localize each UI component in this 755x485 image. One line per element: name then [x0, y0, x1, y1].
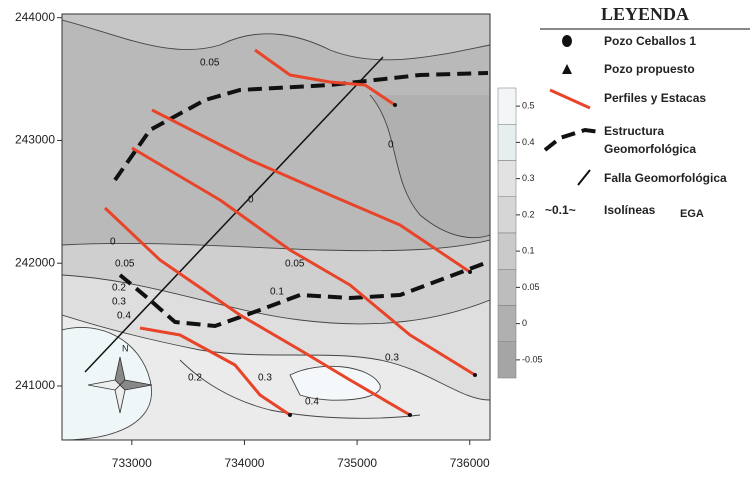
legend-text: EGA [680, 208, 704, 220]
map-frame [61, 13, 491, 441]
colorbar-swatch [497, 341, 517, 379]
contour-label: 0.05 [285, 259, 305, 270]
structure-line [118, 260, 489, 329]
y-tick-label: 243000 [15, 133, 55, 147]
x-tick-label: 735000 [337, 456, 377, 470]
legend-text: Estructura [604, 124, 664, 138]
legend-text: Perfiles y Estacas [604, 91, 706, 105]
colorbar-label: 0.2 [522, 209, 535, 219]
contour-line [62, 274, 490, 325]
contour-line [179, 359, 421, 419]
profile-line [139, 326, 291, 417]
legend-text: Pozo propuesto [604, 62, 695, 76]
profile-line [151, 108, 471, 274]
well-dot [468, 270, 472, 274]
contour-label: 0.05 [115, 259, 135, 270]
contour-label: 0.05 [200, 58, 220, 69]
contour-label: 0.3 [258, 373, 272, 384]
colorbar-label: -0.05 [522, 354, 543, 364]
legend-symbol [562, 64, 572, 74]
north-arrow: N [87, 343, 153, 414]
colorbar-label: 0 [522, 318, 527, 328]
contour-line [62, 314, 490, 401]
structure-line [113, 71, 489, 182]
colorbar-label: 0.4 [522, 137, 535, 147]
y-tick-label: 242000 [15, 255, 55, 269]
contour-label: 0.2 [188, 373, 202, 384]
contour-label: 0 [388, 140, 394, 151]
north-label: N [122, 343, 129, 353]
x-tick-label: 734000 [224, 456, 264, 470]
legend-text: Pozo Ceballos 1 [604, 34, 696, 48]
contour-line [62, 19, 490, 61]
zone-fill [62, 315, 490, 440]
zone-fill [370, 95, 490, 238]
x-tick-label: 736000 [450, 456, 490, 470]
fault-line [84, 56, 384, 373]
colorbar-swatch [497, 305, 517, 342]
profile-line [254, 48, 396, 107]
legend-text: Isolíneas [604, 203, 656, 217]
legend-text: Geomorfológica [604, 142, 696, 156]
y-tick-label: 244000 [15, 10, 55, 24]
legend: LEYENDA Pozo Ceballos 1 Pozo propuesto P… [540, 4, 750, 220]
legend-text: Falla Geomorfológica [604, 171, 727, 185]
zone-fill [290, 366, 381, 401]
colorbar-label: 0.05 [522, 282, 540, 292]
legend-symbol [549, 88, 591, 110]
contour-label: 0.4 [117, 311, 131, 322]
colorbar-swatch [497, 160, 517, 197]
legend-symbol [543, 127, 601, 152]
legend-title: LEYENDA [601, 4, 689, 24]
contour-line [62, 239, 490, 252]
contour-label: 0.2 [112, 283, 126, 294]
contour-line [289, 365, 381, 401]
colorbar-swatch [497, 232, 517, 270]
legend-symbol [562, 35, 572, 47]
legend-symbol [577, 169, 591, 186]
colorbar-label: 0.1 [522, 246, 535, 256]
y-tick-label: 241000 [15, 378, 55, 392]
colorbar-label: 0.5 [522, 101, 535, 111]
contour-label: 0.3 [385, 353, 399, 364]
colorbar: 0.5 0.4 0.3 0.2 0.1 0.05 0 -0.05 [497, 87, 543, 379]
contour-label: 0.3 [112, 297, 126, 308]
colorbar-swatch [497, 124, 517, 161]
legend-text: ~0.1~ [545, 203, 576, 217]
contour-label: 0 [248, 195, 254, 206]
colorbar-swatch [497, 87, 517, 125]
contour-label: 0.4 [305, 397, 319, 408]
colorbar-label: 0.3 [522, 173, 535, 183]
well-dot [473, 373, 477, 377]
contour-line [369, 94, 490, 239]
map-area: 0.05 0 0 0 0.05 0.2 0.3 0.4 0.05 0.1 0.3… [62, 14, 490, 440]
colorbar-swatch [497, 269, 517, 306]
contour-line [62, 327, 152, 440]
profile-line [131, 146, 476, 377]
well-dot [288, 413, 292, 417]
contour-label: 0.1 [270, 287, 284, 298]
profile-ends [288, 103, 477, 417]
colorbar-swatch [497, 196, 517, 234]
well-dot [393, 103, 397, 107]
well-dot [408, 413, 412, 417]
profile-line [103, 206, 411, 417]
contour-label: 0 [110, 237, 116, 248]
x-tick-label: 733000 [112, 456, 152, 470]
